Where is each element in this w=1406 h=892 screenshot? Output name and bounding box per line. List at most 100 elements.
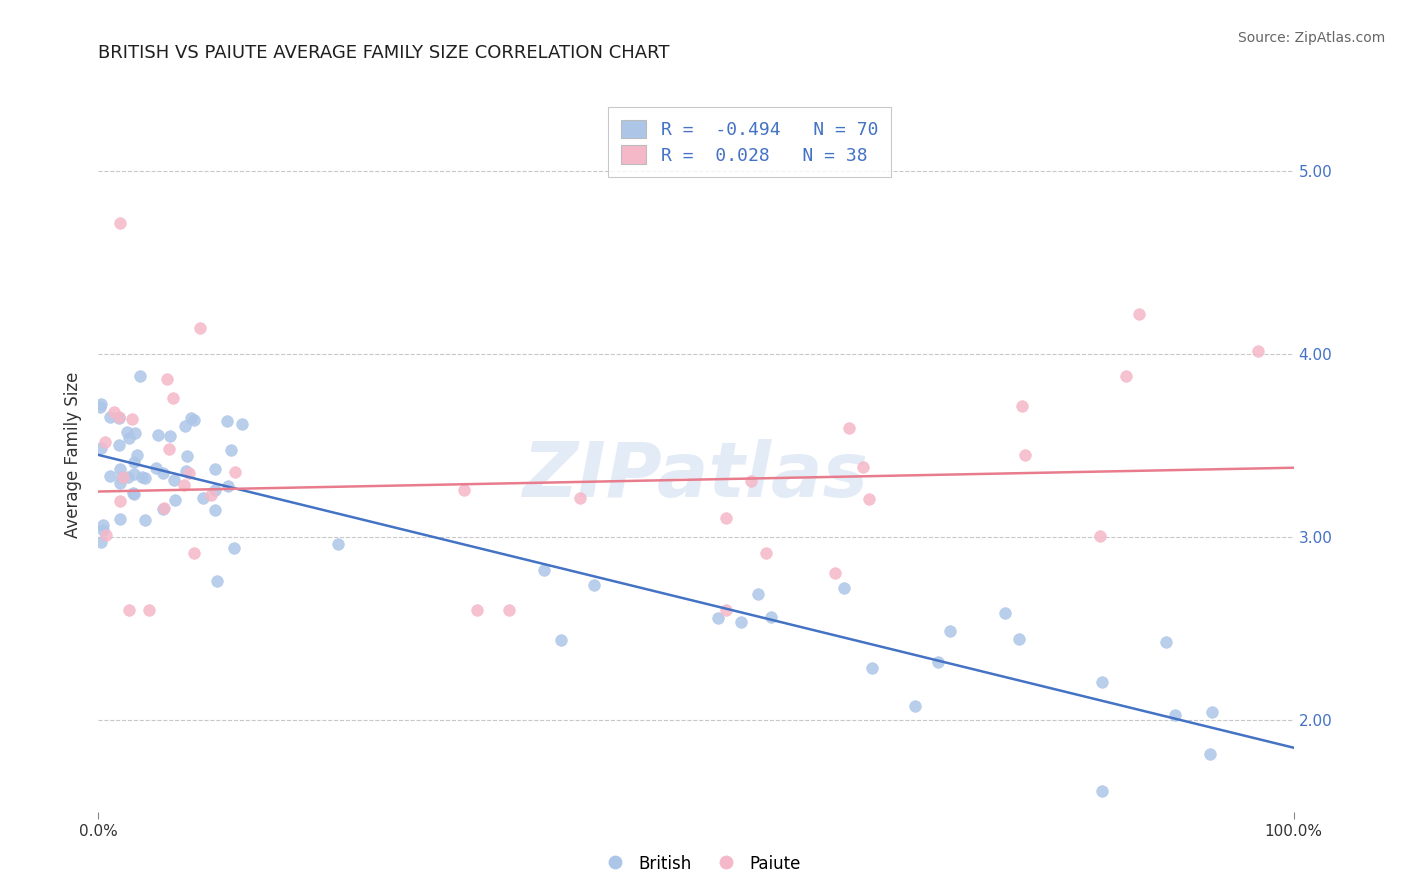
Point xyxy=(716,511,738,525)
Point xyxy=(124,426,146,441)
Point xyxy=(1090,528,1112,542)
Point xyxy=(111,470,134,484)
Point xyxy=(174,419,197,434)
Legend: R =  -0.494   N = 70, R =  0.028   N = 38: R = -0.494 N = 70, R = 0.028 N = 38 xyxy=(609,107,891,178)
Point xyxy=(569,491,592,505)
Point xyxy=(852,459,875,474)
Point xyxy=(183,412,205,426)
Point xyxy=(938,624,960,639)
Point xyxy=(761,609,783,624)
Point xyxy=(90,396,112,410)
Point xyxy=(134,513,156,527)
Point xyxy=(204,503,226,517)
Point xyxy=(138,603,160,617)
Point xyxy=(747,587,769,601)
Point xyxy=(1154,634,1177,648)
Point xyxy=(117,470,139,484)
Point xyxy=(824,566,846,580)
Point xyxy=(159,428,181,442)
Point xyxy=(162,391,184,405)
Y-axis label: Average Family Size: Average Family Size xyxy=(65,372,83,538)
Point xyxy=(89,401,111,415)
Point xyxy=(148,427,170,442)
Point xyxy=(118,603,141,617)
Point xyxy=(714,603,737,617)
Point xyxy=(153,501,176,516)
Point xyxy=(177,466,200,480)
Point xyxy=(117,425,139,439)
Point xyxy=(1246,343,1268,358)
Point xyxy=(927,655,949,669)
Point xyxy=(111,470,134,484)
Legend: British, Paiute: British, Paiute xyxy=(598,848,808,880)
Point xyxy=(121,412,143,426)
Point xyxy=(128,368,150,383)
Point xyxy=(465,603,488,617)
Point xyxy=(1008,632,1031,646)
Point xyxy=(103,405,125,419)
Point xyxy=(108,215,131,229)
Point xyxy=(108,494,131,508)
Point xyxy=(183,546,205,560)
Point xyxy=(176,450,198,464)
Point xyxy=(904,699,927,714)
Point xyxy=(127,448,149,462)
Point xyxy=(108,475,131,490)
Text: Source: ZipAtlas.com: Source: ZipAtlas.com xyxy=(1237,31,1385,45)
Point xyxy=(90,441,112,455)
Point xyxy=(91,523,114,537)
Point xyxy=(498,603,520,617)
Point xyxy=(157,442,180,456)
Point xyxy=(860,661,883,675)
Point xyxy=(1163,708,1185,723)
Point xyxy=(328,537,350,551)
Point xyxy=(550,633,572,648)
Point xyxy=(224,466,246,480)
Point xyxy=(219,442,242,457)
Point xyxy=(180,410,202,425)
Point xyxy=(108,409,131,424)
Point xyxy=(838,421,860,435)
Point xyxy=(231,417,253,431)
Point xyxy=(100,410,122,425)
Point xyxy=(190,321,212,335)
Point xyxy=(131,469,153,483)
Text: ZIPatlas: ZIPatlas xyxy=(523,440,869,513)
Point xyxy=(118,431,141,445)
Point xyxy=(1011,399,1033,413)
Point xyxy=(90,534,112,549)
Point xyxy=(204,483,226,498)
Point xyxy=(156,371,179,385)
Point xyxy=(94,528,117,542)
Point xyxy=(174,464,197,478)
Point xyxy=(152,501,174,516)
Point xyxy=(163,493,186,508)
Point xyxy=(94,435,117,450)
Point xyxy=(1014,448,1036,462)
Point xyxy=(1091,784,1114,798)
Point xyxy=(145,460,167,475)
Point xyxy=(91,517,114,532)
Point xyxy=(122,487,145,501)
Point xyxy=(1199,747,1222,761)
Point xyxy=(162,473,184,487)
Point xyxy=(108,462,131,476)
Point xyxy=(215,414,238,428)
Point xyxy=(1201,705,1223,719)
Point xyxy=(108,437,131,451)
Point xyxy=(858,492,880,507)
Point xyxy=(755,546,778,560)
Text: BRITISH VS PAIUTE AVERAGE FAMILY SIZE CORRELATION CHART: BRITISH VS PAIUTE AVERAGE FAMILY SIZE CO… xyxy=(98,45,669,62)
Point xyxy=(108,411,131,425)
Point xyxy=(193,491,215,506)
Point xyxy=(740,474,762,488)
Point xyxy=(217,479,239,493)
Point xyxy=(1091,674,1114,689)
Point xyxy=(994,607,1017,621)
Point xyxy=(222,541,245,556)
Point xyxy=(134,471,156,485)
Point xyxy=(152,467,174,481)
Point xyxy=(204,462,226,476)
Point xyxy=(122,455,145,469)
Point xyxy=(200,488,222,502)
